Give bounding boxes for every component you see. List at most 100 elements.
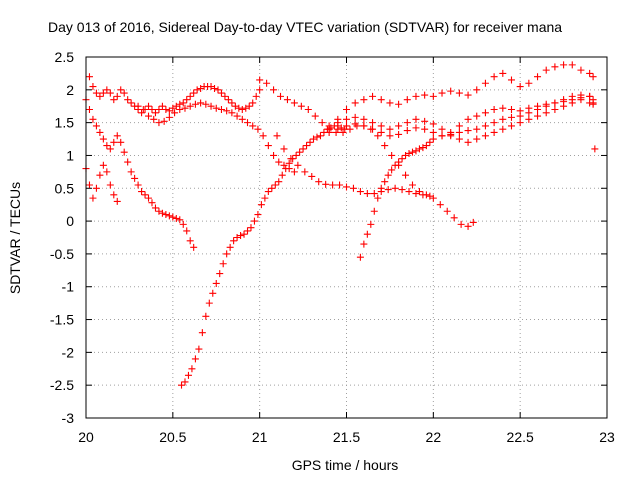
data-point [280, 145, 288, 153]
data-point [285, 159, 293, 167]
data-point [429, 128, 437, 136]
data-point [507, 106, 515, 114]
data-point [165, 212, 173, 220]
data-point [106, 145, 114, 153]
data-point [499, 125, 507, 133]
data-point [369, 125, 377, 133]
data-point [322, 180, 330, 188]
data-point [103, 86, 111, 94]
data-point [360, 122, 368, 130]
data-point [377, 96, 385, 104]
data-point [386, 132, 394, 140]
data-point [490, 119, 498, 127]
data-point [226, 243, 234, 251]
data-point [455, 128, 463, 136]
data-point [391, 161, 399, 169]
data-point [363, 190, 371, 198]
data-point [179, 220, 187, 228]
data-point [402, 171, 410, 179]
data-point [263, 79, 271, 87]
data-point [270, 151, 278, 159]
data-point [457, 220, 465, 228]
data-point [158, 209, 166, 217]
data-point [436, 201, 444, 209]
data-point [412, 124, 420, 132]
data-point [346, 125, 354, 133]
data-point [415, 145, 423, 153]
data-point [205, 299, 213, 307]
data-point [525, 115, 533, 123]
data-point [360, 240, 368, 248]
data-point [337, 124, 345, 132]
data-point [162, 211, 170, 219]
data-point [92, 184, 100, 192]
data-point [455, 135, 463, 143]
data-point [318, 119, 326, 127]
y-tick-label: -0.5 [50, 246, 74, 262]
data-point [507, 76, 515, 84]
data-point [228, 99, 236, 107]
data-point [155, 119, 163, 127]
data-point [403, 119, 411, 127]
data-point [151, 204, 159, 212]
data-point [499, 104, 507, 112]
data-point [191, 100, 199, 108]
chart-title: Day 013 of 2016, Sidereal Day-to-day VTE… [48, 19, 562, 35]
data-point [374, 132, 382, 140]
data-point [542, 109, 550, 117]
data-point [405, 188, 413, 196]
data-point [124, 158, 132, 166]
data-point [325, 128, 333, 136]
x-tick-label: 20 [78, 429, 94, 445]
data-point [247, 224, 255, 232]
data-point [176, 106, 184, 114]
data-point [473, 125, 481, 133]
data-point [560, 61, 568, 69]
tick-labels: 20 20.5 21 21.5 22 22.5 232.521.510.50-0.5-1-1… [50, 49, 615, 445]
y-tick-label: 2.5 [55, 49, 75, 65]
y-tick-label: -3 [62, 410, 75, 426]
data-point [117, 138, 125, 146]
data-point [450, 214, 458, 222]
data-point [145, 112, 153, 120]
data-point [455, 122, 463, 130]
data-point [334, 125, 342, 133]
data-point [315, 178, 323, 186]
data-point [306, 138, 314, 146]
y-tick-label: -1.5 [50, 312, 74, 328]
data-point [190, 243, 198, 251]
data-point [186, 237, 194, 245]
data-point [221, 92, 229, 100]
data-point [290, 168, 298, 176]
data-point [412, 115, 420, 123]
data-point [332, 128, 340, 136]
data-point [343, 115, 350, 123]
data-point [99, 161, 107, 169]
data-point [212, 104, 220, 112]
y-tick-label: 2 [66, 82, 74, 98]
data-point [568, 99, 576, 107]
y-tick-label: 1 [66, 147, 74, 163]
y-axis-label: SDTVAR / TECUs [7, 182, 23, 294]
data-point [343, 183, 350, 191]
data-point [277, 92, 285, 100]
data-point [568, 61, 576, 69]
data-point [250, 217, 258, 225]
data-point [235, 104, 243, 112]
data-point [188, 365, 196, 373]
data-point [481, 132, 489, 140]
data-point [244, 119, 252, 127]
data-point [127, 99, 135, 107]
data-point [481, 79, 489, 87]
data-point [207, 102, 215, 110]
data-point [367, 220, 375, 228]
data-point [339, 128, 347, 136]
data-point [110, 138, 118, 146]
data-point [249, 99, 257, 107]
data-point [304, 106, 312, 114]
data-point [249, 122, 257, 130]
data-point [103, 168, 111, 176]
data-point [261, 194, 269, 202]
data-point [186, 102, 194, 110]
data-point [181, 378, 189, 386]
